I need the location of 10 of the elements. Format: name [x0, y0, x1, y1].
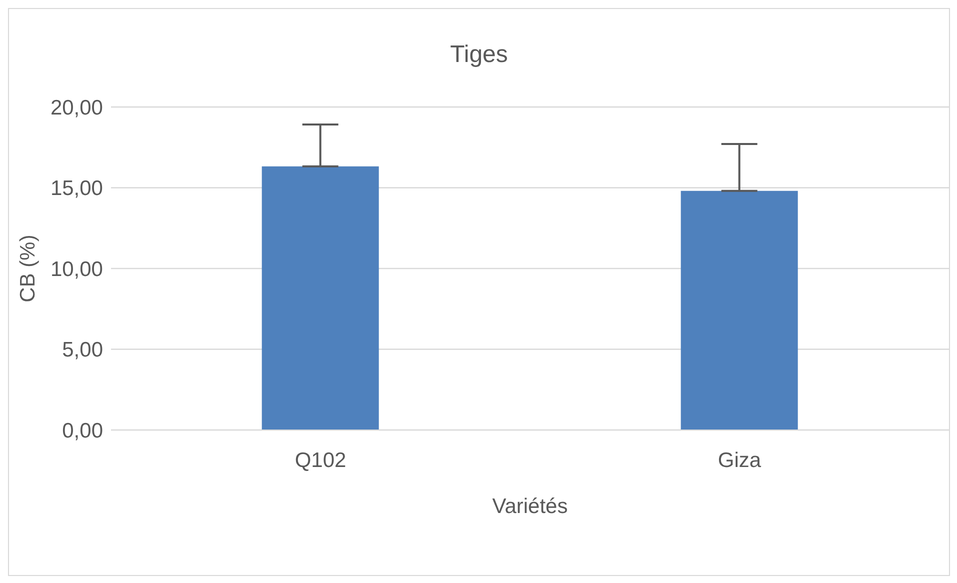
x-tick-label: Giza — [718, 448, 762, 472]
y-tick-label: 5,00 — [62, 338, 103, 362]
y-tick-label: 15,00 — [50, 177, 103, 200]
chart-title: Tiges — [449, 41, 509, 69]
y-axis-title: CB (%) — [16, 234, 40, 302]
y-tick-label: 20,00 — [50, 96, 103, 120]
x-axis-title: Variétés — [492, 495, 568, 518]
y-tick-label: 10,00 — [50, 258, 103, 281]
x-tick-label: Q102 — [294, 448, 346, 472]
y-tick-label: 0,00 — [62, 419, 103, 442]
